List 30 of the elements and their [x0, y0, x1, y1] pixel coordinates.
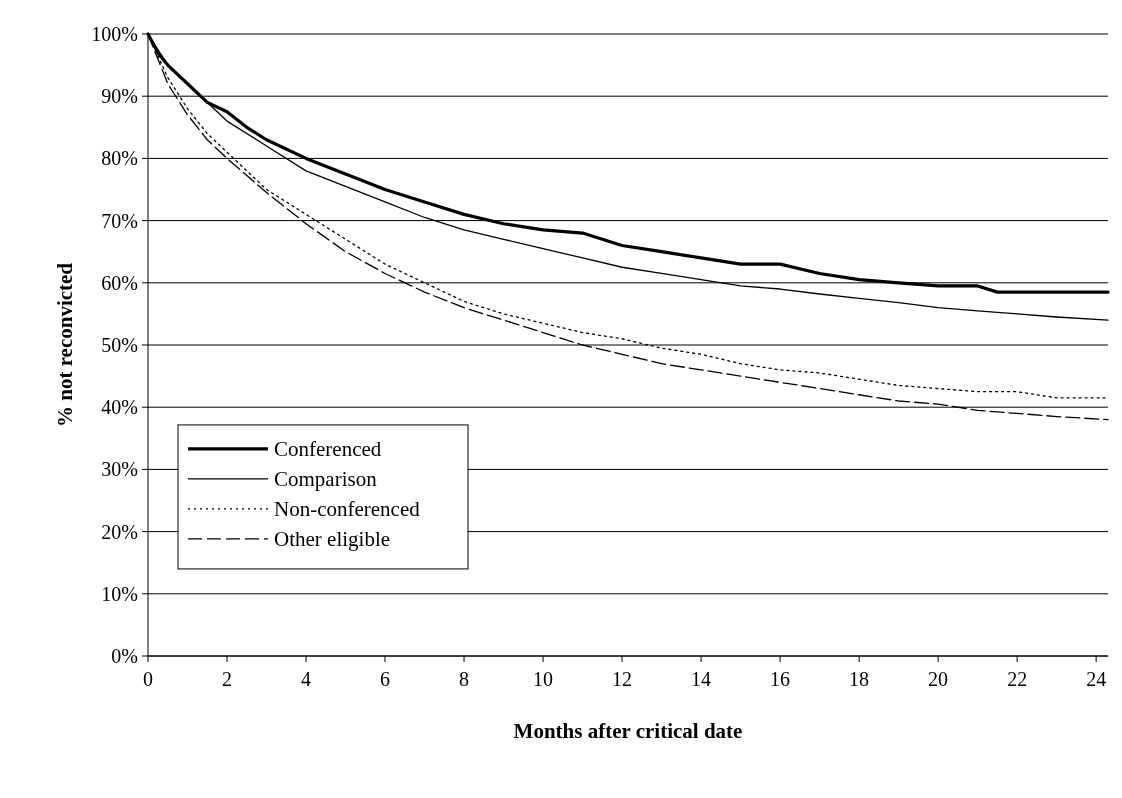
x-tick-label: 12 [612, 668, 633, 690]
y-tick-label: 90% [101, 85, 138, 108]
x-tick-label: 0 [143, 668, 153, 690]
x-tick-label: 22 [1007, 668, 1028, 690]
y-tick-label: 10% [101, 582, 138, 605]
x-tick-label: 4 [301, 668, 312, 690]
x-tick-label: 24 [1086, 668, 1107, 690]
x-axis-title: Months after critical date [513, 719, 743, 743]
x-tick-label: 20 [928, 668, 949, 690]
legend-label: Conferenced [274, 437, 382, 462]
y-tick-label: 40% [101, 396, 138, 419]
x-tick-label: 18 [849, 668, 870, 690]
x-tick-label: 10 [533, 668, 554, 690]
y-tick-label: 30% [101, 458, 138, 481]
y-tick-label: 80% [101, 147, 138, 170]
y-tick-label: 100% [91, 23, 138, 45]
y-axis-title: % not reconvicted [53, 262, 77, 428]
legend-label: Other eligible [274, 527, 391, 552]
x-tick-label: 16 [770, 668, 791, 690]
x-tick-label: 2 [222, 668, 233, 690]
y-tick-label: 70% [101, 209, 138, 232]
y-tick-label: 50% [101, 334, 138, 356]
x-tick-label: 6 [380, 668, 391, 690]
legend-label: Non-conferenced [274, 497, 421, 522]
y-tick-label: 0% [111, 645, 138, 667]
x-tick-label: 14 [691, 668, 712, 690]
y-tick-label: 20% [101, 520, 138, 543]
x-tick-label: 8 [459, 668, 470, 690]
y-tick-label: 60% [101, 271, 138, 294]
legend-label: Comparison [274, 467, 378, 492]
